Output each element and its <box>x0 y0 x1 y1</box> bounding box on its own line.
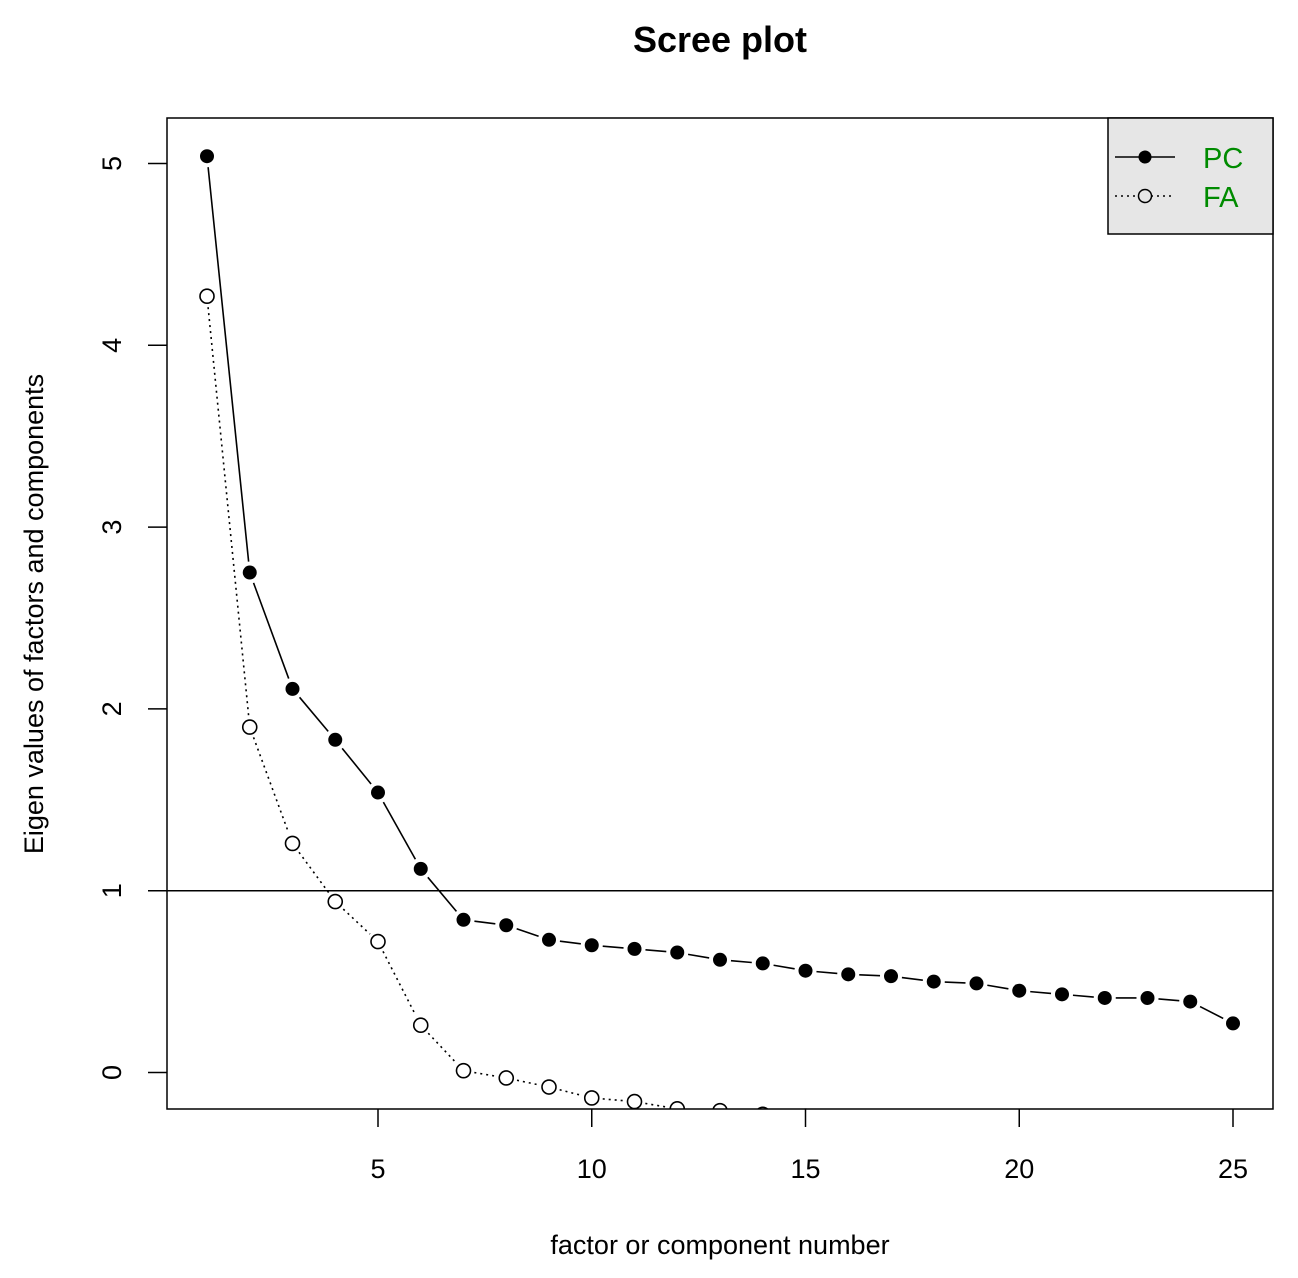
legend-box <box>1107 117 1274 235</box>
data-point <box>1183 994 1198 1009</box>
data-point <box>328 732 343 747</box>
data-point <box>1098 1129 1112 1143</box>
data-point <box>583 1090 600 1106</box>
data-point <box>1141 1131 1155 1145</box>
data-point <box>884 1115 898 1129</box>
data-point <box>1140 990 1155 1005</box>
data-point <box>1183 1135 1197 1149</box>
data-point <box>713 952 727 967</box>
data-point <box>1097 990 1112 1005</box>
x-tick-label: 5 <box>370 1154 385 1184</box>
data-point <box>456 912 471 927</box>
data-point <box>200 149 214 164</box>
data-point <box>627 941 642 956</box>
data-point <box>670 945 685 960</box>
legend-fa-open-circle-icon <box>1137 188 1153 204</box>
data-point <box>371 785 385 800</box>
y-tick-label: 1 <box>97 883 127 898</box>
x-tick-label: 20 <box>1004 1154 1034 1184</box>
data-point <box>1055 987 1069 1002</box>
data-point <box>542 932 556 947</box>
y-tick-label: 4 <box>97 338 127 353</box>
data-point <box>1226 1138 1240 1152</box>
series-pc <box>200 149 1240 1031</box>
y-tick-label: 2 <box>97 701 127 716</box>
y-tick-label: 0 <box>97 1065 127 1080</box>
chart-title: Scree plot <box>633 19 807 60</box>
legend-pc-label: PC <box>1203 143 1243 175</box>
data-point <box>370 933 386 950</box>
data-point <box>241 719 258 735</box>
data-point <box>1055 1125 1069 1139</box>
data-point <box>1012 983 1027 998</box>
y-tick-label: 5 <box>97 156 127 171</box>
data-point <box>285 681 300 696</box>
data-point <box>242 565 257 580</box>
data-point <box>499 918 514 933</box>
data-point <box>926 974 941 989</box>
series-fa <box>199 288 1240 1152</box>
x-axis-label: factor or component number <box>550 1230 889 1260</box>
legend-fa-label: FA <box>1203 182 1239 214</box>
x-tick-label: 15 <box>790 1154 820 1184</box>
data-point <box>798 963 813 978</box>
data-point <box>541 1079 557 1095</box>
data-point <box>626 1093 643 1109</box>
data-point <box>884 969 898 984</box>
data-point <box>413 861 428 876</box>
data-point <box>841 1113 855 1127</box>
data-point <box>927 1118 941 1132</box>
data-point <box>498 1070 515 1086</box>
data-point <box>755 956 770 971</box>
plot-frame <box>166 117 1274 1110</box>
y-axis-label: Eigen values of factors and components <box>19 374 49 854</box>
data-point <box>455 1062 472 1079</box>
x-tick-label: 25 <box>1218 1154 1248 1184</box>
data-point <box>970 1120 984 1134</box>
data-point <box>199 288 215 305</box>
data-point <box>969 976 984 991</box>
legend: PC FA <box>1107 117 1274 235</box>
data-point <box>327 893 344 910</box>
data-point <box>412 1017 429 1034</box>
x-tick-label: 10 <box>577 1154 607 1184</box>
data-point <box>584 938 599 953</box>
data-point <box>1226 1016 1240 1031</box>
legend-pc-filled-circle-icon <box>1138 150 1152 164</box>
data-point <box>284 835 301 852</box>
axes: 5 10 15 20 25 0 1 2 3 4 5 <box>97 156 1248 1184</box>
data-point <box>841 967 856 982</box>
y-tick-label: 3 <box>97 520 127 535</box>
data-point <box>712 1102 728 1109</box>
